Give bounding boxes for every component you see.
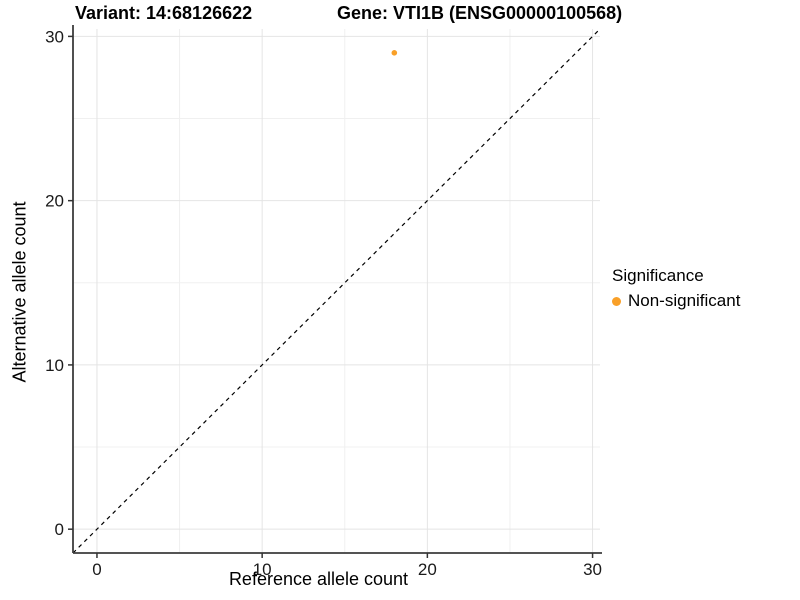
gene-title: Gene: VTI1B (ENSG00000100568) (337, 3, 623, 23)
variant-title: Variant: 14:68126622 (75, 3, 253, 23)
identity-line (72, 28, 601, 554)
legend-entry: Non-significant (612, 291, 740, 311)
x-tick-label: 30 (583, 560, 602, 579)
legend-title: Significance (612, 266, 704, 285)
y-tick-label: 0 (55, 520, 64, 539)
legend-point-swatch (612, 296, 621, 306)
x-axis-label: Reference allele count (228, 569, 409, 589)
y-tick-label: 30 (45, 27, 64, 46)
data-point (391, 50, 398, 56)
x-tick-label: 10 (253, 560, 272, 579)
x-tick-label: 20 (418, 560, 437, 579)
y-tick-label: 10 (45, 356, 64, 375)
y-tick-label: 20 (45, 192, 64, 211)
legend: Significance Non-significant (612, 266, 740, 311)
legend-entry-label: Non-significant (628, 291, 741, 310)
x-tick-label: 0 (92, 560, 101, 579)
y-axis-label: Alternative allele count (9, 201, 30, 383)
